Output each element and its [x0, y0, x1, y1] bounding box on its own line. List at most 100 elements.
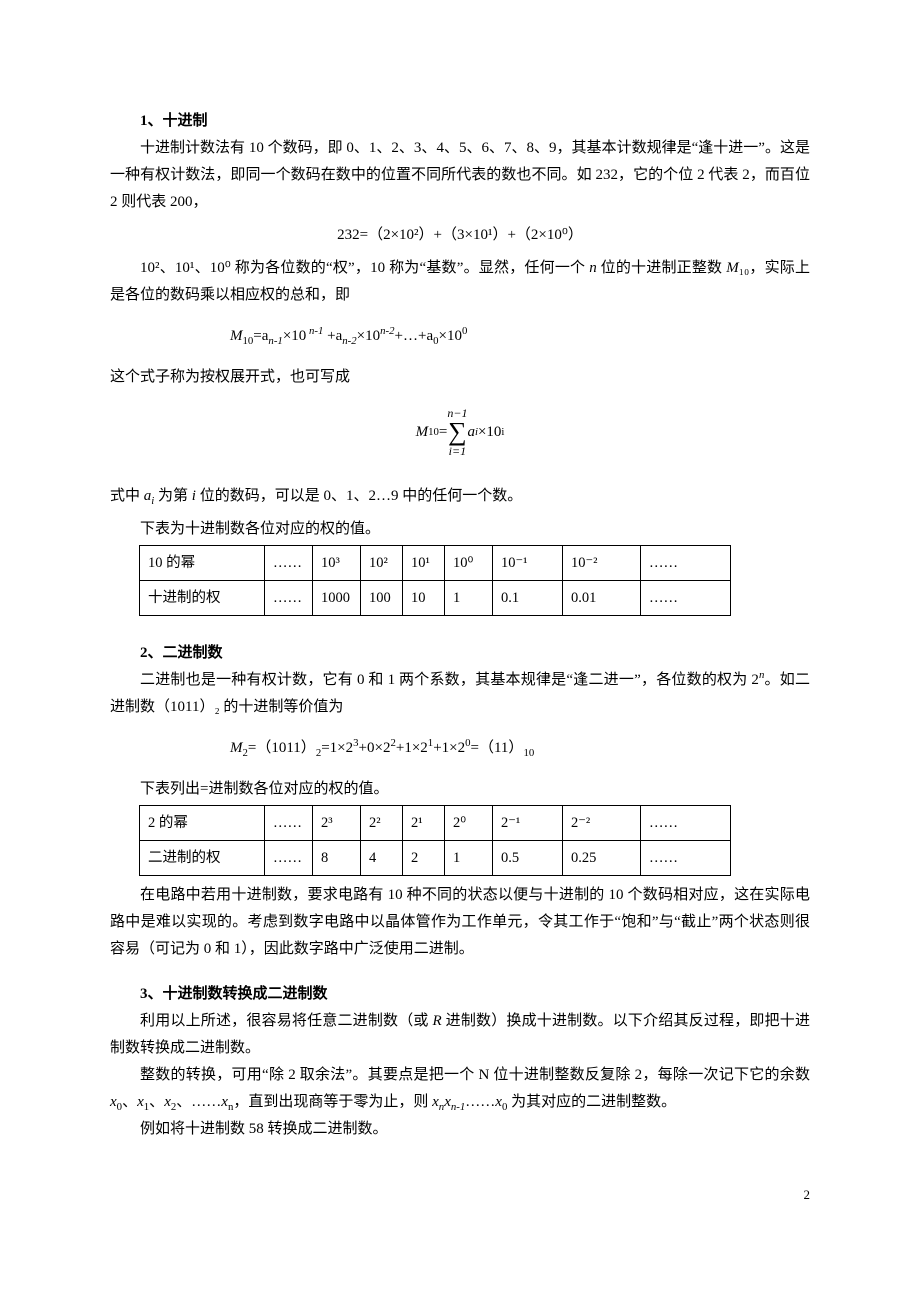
table-row: 二进制的权 …… 8 4 2 1 0.5 0.25 …… — [140, 841, 731, 876]
cell: …… — [265, 546, 313, 581]
eq: = — [439, 419, 447, 446]
cell: 二进制的权 — [140, 841, 265, 876]
s2-table-intro: 下表列出=进制数各位对应的权的值。 — [110, 776, 810, 803]
text: +…+a — [395, 328, 434, 344]
binary-weights-table: 2 的幂 …… 2³ 2² 2¹ 2⁰ 2⁻¹ 2⁻² …… 二进制的权 …… … — [139, 805, 731, 876]
cell: 8 — [313, 841, 361, 876]
text: 位的数码，可以是 0、1、2…9 中的任何一个数。 — [196, 488, 522, 504]
text: ×10 — [357, 328, 380, 344]
text: +0×2 — [359, 740, 391, 756]
sigma-block: n−1 ∑ i=1 — [447, 407, 467, 457]
text: ×10 — [439, 328, 462, 344]
sup: 0 — [462, 325, 467, 337]
s1-eq1: 232=（2×10²）+（3×10¹）+（2×10⁰） — [110, 222, 810, 249]
cell: 1000 — [313, 581, 361, 616]
s1-p4: 式中 ai 为第 i 位的数码，可以是 0、1、2…9 中的任何一个数。 — [110, 483, 810, 510]
cell: 1 — [445, 581, 493, 616]
sub: 10 — [523, 747, 534, 759]
text: =（1011） — [248, 740, 316, 756]
var-x: x — [137, 1094, 144, 1110]
cell: 2⁻² — [563, 806, 641, 841]
text: 整数的转换，可用“除 2 取余法”。其要点是把一个 N 位十进制整数反复除 2，… — [140, 1067, 810, 1083]
sub: n-2 — [342, 335, 356, 347]
s3-p2: 整数的转换，可用“除 2 取余法”。其要点是把一个 N 位十进制整数反复除 2，… — [110, 1062, 810, 1116]
cell: …… — [641, 806, 731, 841]
cell: 10³ — [313, 546, 361, 581]
s1-p3: 这个式子称为按权展开式，也可写成 — [110, 364, 810, 391]
cell: …… — [265, 806, 313, 841]
var-m: M — [726, 260, 739, 276]
cell: 10⁻¹ — [493, 546, 563, 581]
cell: 10⁻² — [563, 546, 641, 581]
cell: 十进制的权 — [140, 581, 265, 616]
text: 位的十进制正整数 — [597, 260, 727, 276]
s2b-p1: 在电路中若用十进制数，要求电路有 10 种不同的状态以便与十进制的 10 个数码… — [110, 882, 810, 963]
text: +1×2 — [396, 740, 428, 756]
section-1-title: 1、十进制 — [110, 108, 810, 135]
cell: 2⁻¹ — [493, 806, 563, 841]
text: 为第 — [154, 488, 192, 504]
text: 式中 — [110, 488, 144, 504]
s1-p1: 十进制计数法有 10 个数码，即 0、1、2、3、4、5、6、7、8、9，其基本… — [110, 135, 810, 216]
cell: 2³ — [313, 806, 361, 841]
decimal-weights-table: 10 的幂 …… 10³ 10² 10¹ 10⁰ 10⁻¹ 10⁻² …… 十进… — [139, 545, 731, 616]
text: 10²、10¹、10⁰ 称为各位数的“权”，10 称为“基数”。显然，任何一个 — [140, 260, 589, 276]
text: =1×2 — [321, 740, 353, 756]
s1-sum-formula: M10= n−1 ∑ i=1 ai ×10i — [110, 407, 810, 457]
section-3-title: 3、十进制数转换成二进制数 — [110, 981, 810, 1008]
var-m: M — [230, 328, 243, 344]
cell: 0.01 — [563, 581, 641, 616]
var-m: M — [230, 740, 243, 756]
cell: 2 的幂 — [140, 806, 265, 841]
table-row: 10 的幂 …… 10³ 10² 10¹ 10⁰ 10⁻¹ 10⁻² …… — [140, 546, 731, 581]
cell: 0.1 — [493, 581, 563, 616]
var-n: n — [589, 260, 597, 276]
s3-p3: 例如将十进制数 58 转换成二进制数。 — [110, 1116, 810, 1143]
cell: 100 — [361, 581, 403, 616]
cell: 0.25 — [563, 841, 641, 876]
page-number: 2 — [110, 1183, 810, 1206]
cell: 10 — [403, 581, 445, 616]
var-a: a — [467, 419, 475, 446]
var-r: R — [433, 1013, 442, 1029]
table-row: 2 的幂 …… 2³ 2² 2¹ 2⁰ 2⁻¹ 2⁻² …… — [140, 806, 731, 841]
s1-eq2: M10=an-1×10 n-1 +an-2×10n-2+…+a0×100 — [110, 323, 810, 350]
cell: 0.5 — [493, 841, 563, 876]
text: =a — [253, 328, 268, 344]
cell: 2¹ — [403, 806, 445, 841]
cell: …… — [641, 546, 731, 581]
cell: 4 — [361, 841, 403, 876]
sum-bot: i=1 — [449, 445, 466, 457]
text: 二进制也是一种有权计数，它有 0 和 1 两个系数，其基本规律是“逢二进一”，各… — [140, 672, 759, 688]
var-m: M — [416, 419, 429, 446]
cell: …… — [265, 841, 313, 876]
s1-table-intro: 下表为十进制数各位对应的权的值。 — [110, 516, 810, 543]
var-x: x — [221, 1094, 228, 1110]
section-2-title: 2、二进制数 — [110, 640, 810, 667]
cell: 10 的幂 — [140, 546, 265, 581]
s3-p1: 利用以上所述，很容易将任意二进制数（或 R 进制数）换成十进制数。以下介绍其反过… — [110, 1008, 810, 1062]
cell: …… — [265, 581, 313, 616]
cell: 10¹ — [403, 546, 445, 581]
sub: 10 — [243, 335, 254, 347]
var-x: x — [110, 1094, 117, 1110]
var-x: x — [164, 1094, 171, 1110]
cell: …… — [641, 841, 731, 876]
cell: 2⁰ — [445, 806, 493, 841]
text: ×10 — [283, 328, 306, 344]
s2-p1: 二进制也是一种有权计数，它有 0 和 1 两个系数，其基本规律是“逢二进一”，各… — [110, 667, 810, 721]
var-x: x — [444, 1094, 451, 1110]
sigma-icon: ∑ — [448, 419, 467, 445]
text: ，直到出现商等于零为止，则 — [233, 1094, 432, 1110]
text: +a — [323, 328, 342, 344]
cell: 10⁰ — [445, 546, 493, 581]
var-x: x — [432, 1094, 439, 1110]
var-x: x — [495, 1094, 502, 1110]
cell: 2 — [403, 841, 445, 876]
text: ×10 — [478, 419, 501, 446]
text: …… — [465, 1094, 495, 1110]
sub: n-1 — [451, 1101, 465, 1113]
sup: n-2 — [380, 325, 394, 337]
sub: n-1 — [268, 335, 282, 347]
text: =（11） — [471, 740, 524, 756]
